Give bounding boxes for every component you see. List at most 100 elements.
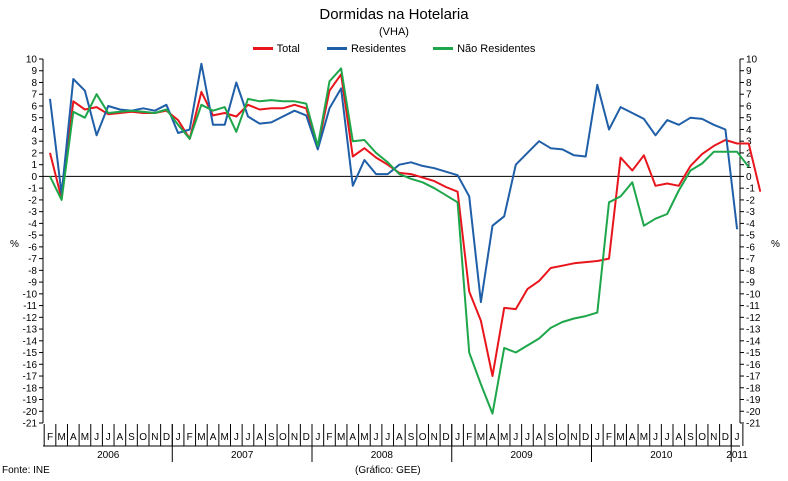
x-tick-label: N: [570, 432, 577, 443]
y-tick-label-left: 9: [31, 66, 37, 77]
x-tick-label: D: [582, 432, 589, 443]
x-tick-label: F: [187, 432, 193, 443]
y-tick-label-right: -11: [746, 301, 760, 312]
y-tick-label-left: -14: [23, 336, 38, 347]
series-line-n-o-residentes: [49, 67, 750, 415]
x-tick-label: N: [710, 432, 717, 443]
y-tick-label-right: 6: [746, 101, 752, 112]
y-tick-label-right: 1: [746, 160, 752, 171]
y-tick-label-left: -20: [23, 407, 38, 418]
y-tick-label-left: -5: [28, 231, 37, 242]
y-tick-label-left: 0: [31, 172, 37, 183]
y-tick-label-left: 8: [31, 78, 37, 89]
y-tick-label-left: -13: [23, 325, 38, 336]
x-tick-label: F: [466, 432, 472, 443]
y-tick-label-left: -10: [23, 289, 38, 300]
y-tick-label-right: -4: [746, 219, 755, 230]
credit-note: (Gráfico: GEE): [355, 465, 421, 476]
y-axis-unit-right: %: [771, 239, 780, 250]
y-tick-label-right: 2: [746, 148, 752, 159]
x-tick-label: O: [279, 432, 287, 443]
x-tick-label: S: [547, 432, 554, 443]
y-tick-label-left: -6: [28, 242, 37, 253]
y-tick-label-left: -19: [23, 395, 38, 406]
y-tick-label-right: -18: [746, 383, 761, 394]
y-tick-label-right: -8: [746, 266, 755, 277]
x-tick-label: S: [268, 432, 275, 443]
x-tick-label: A: [349, 432, 356, 443]
x-tick-label: A: [210, 432, 217, 443]
y-tick-label-left: -3: [28, 207, 37, 218]
chart-subtitle: (VHA): [379, 26, 409, 38]
year-label: 2006: [97, 450, 120, 461]
x-tick-label: J: [315, 432, 320, 443]
series-line-total: [49, 73, 762, 377]
x-tick-label: J: [653, 432, 658, 443]
legend: Total Residentes Não Residentes: [0, 41, 788, 55]
y-tick-label-right: -13: [746, 325, 761, 336]
x-tick-label: O: [698, 432, 706, 443]
legend-item-residentes: Residentes: [326, 43, 406, 55]
x-tick-label: M: [57, 432, 65, 443]
legend-item-total: Total: [252, 43, 300, 55]
series-line-residentes: [49, 62, 739, 304]
x-tick-label: M: [477, 432, 485, 443]
y-tick-label-right: -16: [746, 360, 761, 371]
legend-item-nao-residentes: Não Residentes: [433, 43, 535, 55]
y-tick-label-left: 7: [31, 90, 37, 101]
x-tick-label: A: [396, 432, 403, 443]
y-tick-label-left: -12: [23, 313, 38, 324]
x-tick-label: J: [595, 432, 600, 443]
y-tick-label-right: 4: [746, 125, 752, 136]
y-tick-label-left: 5: [31, 113, 37, 124]
year-label: 2008: [371, 450, 394, 461]
y-tick-label-right: 0: [746, 172, 752, 183]
y-tick-label-left: 4: [31, 125, 37, 136]
x-tick-label: A: [117, 432, 124, 443]
y-tick-label-right: -2: [746, 195, 755, 206]
x-tick-label: M: [221, 432, 229, 443]
x-tick-label: J: [665, 432, 670, 443]
x-tick-label: O: [419, 432, 427, 443]
x-tick-label: D: [303, 432, 310, 443]
x-tick-label: J: [176, 432, 181, 443]
y-tick-label-right: -21: [746, 419, 761, 430]
y-tick-label-right: -19: [746, 395, 761, 406]
x-tick-label: D: [722, 432, 729, 443]
y-tick-label-left: -18: [23, 383, 38, 394]
x-tick-label: J: [735, 432, 740, 443]
y-tick-label-left: -15: [23, 348, 38, 359]
y-tick-label-right: 5: [746, 113, 752, 124]
x-tick-label: A: [536, 432, 543, 443]
y-tick-label-left: -4: [28, 219, 37, 230]
x-tick-label: N: [431, 432, 438, 443]
y-tick-label-right: 7: [746, 90, 752, 101]
year-label: 2010: [650, 450, 673, 461]
x-tick-label: M: [640, 432, 648, 443]
y-tick-label-right: 8: [746, 78, 752, 89]
x-tick-label: J: [374, 432, 379, 443]
x-tick-label: F: [47, 432, 53, 443]
y-tick-label-left: -8: [28, 266, 37, 277]
x-tick-label: M: [360, 432, 368, 443]
y-tick-label-left: 2: [31, 148, 37, 159]
y-tick-label-left: 6: [31, 101, 37, 112]
legend-swatch-total: [252, 47, 273, 50]
chart-title: Dormidas na Hotelaria: [319, 6, 469, 23]
y-tick-label-left: -7: [28, 254, 37, 265]
x-tick-label: S: [408, 432, 415, 443]
y-tick-label-right: -6: [746, 242, 755, 253]
y-tick-label-left: 10: [26, 55, 38, 66]
x-tick-label: M: [81, 432, 89, 443]
x-tick-label: M: [500, 432, 508, 443]
x-tick-label: A: [675, 432, 682, 443]
x-tick-label: J: [455, 432, 460, 443]
year-label: 2007: [231, 450, 254, 461]
y-tick-label-left: 3: [31, 137, 37, 148]
x-tick-label: F: [606, 432, 612, 443]
legend-label-nao-residentes: Não Residentes: [457, 42, 536, 55]
y-tick-label-right: 3: [746, 137, 752, 148]
x-tick-label: D: [163, 432, 170, 443]
y-tick-label-right: -12: [746, 313, 761, 324]
